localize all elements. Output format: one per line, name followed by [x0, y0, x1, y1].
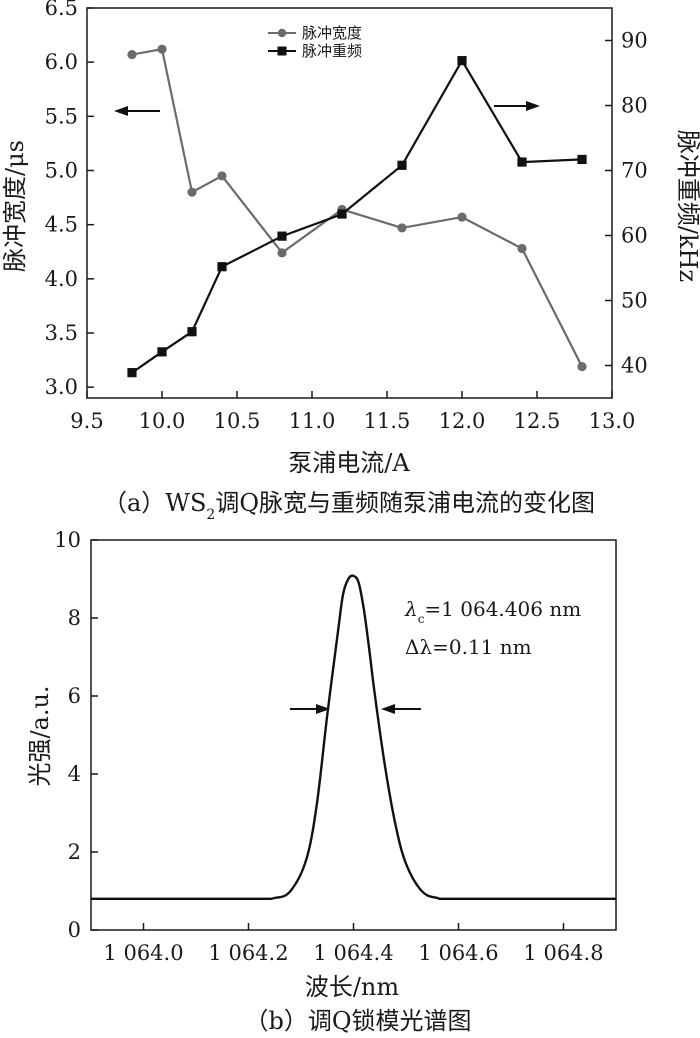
point-rep-rate: [397, 160, 407, 170]
point-rep-rate: [127, 368, 137, 378]
chart-a-plot-frame: [86, 7, 613, 399]
chart-b-x-axis-label: 波长/nm: [305, 973, 400, 1001]
y-right-tick-label: 50: [621, 289, 648, 313]
x-tick-label: 1 064.8: [523, 941, 603, 965]
x-tick-label: 13.0: [589, 409, 636, 433]
point-pulse-width: [187, 187, 197, 197]
y-left-tick-label: 5.5: [45, 104, 78, 128]
point-rep-rate: [517, 157, 527, 167]
x-tick-label: 11.5: [364, 409, 411, 433]
y-left-tick-label: 3.5: [45, 321, 78, 345]
legend-label-pulse-width: 脉冲宽度: [302, 24, 362, 42]
chart-b-mode-locked-spectrum: 1 064.0 1 064.2 1 064.4 1 064.6 1 064.8 0 2 4 6 8…: [26, 528, 617, 1035]
point-rep-rate: [457, 56, 467, 66]
chart-a-legend: 脉冲宽度 脉冲重频: [268, 24, 362, 60]
y-right-tick-label: 70: [621, 159, 648, 183]
y-tick-label: 4: [68, 762, 81, 786]
fwhm-arrow-right: [381, 704, 421, 714]
y-tick-label: 2: [68, 840, 81, 864]
x-tick-label: 12.0: [439, 409, 486, 433]
series-line-rep-rate: [131, 58, 583, 374]
y-right-tick-label: 80: [621, 94, 648, 118]
chart-a-y-left-label: 脉冲宽度/μs: [1, 140, 29, 272]
point-pulse-width: [577, 361, 587, 372]
point-rep-rate: [217, 262, 227, 272]
chart-b-y-axis-label: 光强/a.u.: [26, 685, 54, 786]
y-left-tick-label: 5.0: [45, 159, 78, 183]
point-rep-rate: [277, 231, 287, 241]
fwhm-arrow-left: [290, 704, 330, 714]
y-left-tick-label: 6.0: [45, 50, 78, 74]
y-right-tick-label: 90: [621, 29, 648, 53]
y-tick-label: 8: [68, 606, 81, 630]
chart-b-caption: （b）调Q锁模光谱图: [244, 1007, 471, 1035]
point-rep-rate: [187, 327, 197, 337]
chart-a-pulse-vs-pump-current: 9.5 10.0 10.5 11.0 11.5 12.0 12.5 13.0 3.0 3.5 4.0…: [1, 0, 700, 523]
x-tick-label: 1 064.0: [103, 941, 183, 965]
legend-marker-pulse-width: [277, 28, 287, 38]
x-tick-label: 12.5: [514, 409, 561, 433]
arrow-left-axis: [114, 106, 160, 116]
legend-label-rep-rate: 脉冲重频: [302, 42, 362, 60]
point-rep-rate: [337, 209, 347, 219]
spectrum-curve: [90, 574, 617, 901]
series-line-pulse-width: [131, 47, 583, 368]
point-rep-rate: [157, 347, 167, 357]
y-left-tick-label: 3.0: [45, 375, 78, 399]
x-tick-label: 9.5: [70, 409, 103, 433]
chart-a-caption: （a）WS2调Q脉宽与重频随泵浦电流的变化图: [103, 489, 595, 523]
y-left-tick-label: 4.5: [45, 213, 78, 237]
y-right-tick-label: 60: [621, 224, 648, 248]
x-tick-label: 1 064.4: [313, 941, 393, 965]
point-pulse-width: [157, 44, 167, 54]
linewidth-annotation: Δλ=0.11 nm: [405, 635, 532, 659]
y-left-tick-label: 6.5: [45, 0, 78, 20]
y-left-tick-label: 4.0: [45, 267, 78, 291]
chart-a-y-right-label: 脉冲重频/kHz: [674, 130, 700, 282]
chart-a-x-axis-label: 泵浦电流/A: [288, 449, 410, 477]
y-right-tick-label: 40: [621, 354, 648, 378]
point-pulse-width: [457, 212, 467, 222]
point-pulse-width: [217, 171, 227, 181]
y-tick-label: 10: [54, 528, 81, 552]
x-tick-label: 10.5: [214, 409, 261, 433]
point-pulse-width: [517, 243, 527, 254]
point-pulse-width: [397, 223, 407, 233]
x-tick-label: 11.0: [289, 409, 336, 433]
point-pulse-width: [127, 49, 137, 60]
center-wavelength-annotation: λc=1 064.406 nm: [404, 597, 581, 626]
y-tick-label: 6: [68, 684, 81, 708]
point-pulse-width: [277, 248, 287, 258]
x-tick-label: 1 064.6: [418, 941, 498, 965]
x-tick-label: 10.0: [139, 409, 186, 433]
arrow-right-axis: [494, 101, 540, 111]
legend-marker-rep-rate: [277, 46, 287, 56]
x-tick-label: 1 064.2: [208, 941, 288, 965]
point-rep-rate: [577, 154, 587, 165]
y-tick-label: 0: [68, 918, 81, 942]
